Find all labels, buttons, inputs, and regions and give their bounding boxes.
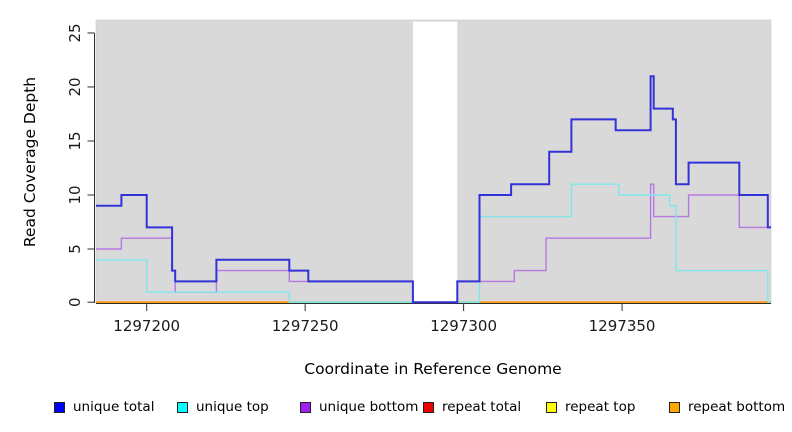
coverage-plot-canvas: 0 5 10 15 20 25 1297200 1297250 1297300 1297350 C… [21,19,772,378]
legend-label: unique total [73,399,155,415]
legend-swatch-repeat-top [546,401,557,413]
y-axis-title: Read Coverage Depth [21,77,39,247]
y-tick-label: 20 [66,77,84,96]
x-tick-label: 1297200 [113,317,180,335]
no-data-gap [412,21,458,303]
legend-swatch-repeat-bottom [669,401,680,413]
legend: unique total unique top unique bottom re… [54,399,785,415]
legend-swatch-unique-top [177,401,188,413]
legend-label: unique bottom [319,399,419,415]
x-axis-title: Coordinate in Reference Genome [304,360,561,378]
x-tick-label: 1297250 [272,317,339,335]
x-tick-label: 1297300 [430,317,497,335]
legend-swatch-unique-total [54,401,65,413]
y-tick-label: 25 [66,23,84,42]
legend-item-repeat-total: repeat total [423,399,546,415]
y-tick-label: 15 [66,131,84,150]
legend-label: repeat bottom [688,399,786,415]
legend-item-unique-bottom: unique bottom [300,399,423,415]
x-tick-label: 1297350 [589,317,656,335]
legend-label: repeat top [565,399,636,415]
legend-label: repeat total [442,399,522,415]
series-unique-top [96,183,771,303]
y-tick-label: 0 [66,297,84,307]
legend-label: unique top [196,399,269,415]
series-unique-total [96,75,771,304]
legend-swatch-unique-bottom [300,401,311,413]
legend-item-repeat-bottom: repeat bottom [669,399,785,415]
legend-swatch-repeat-total [423,401,434,413]
legend-item-repeat-top: repeat top [546,399,669,415]
y-tick-label: 10 [66,185,84,204]
plot-layers: 0 5 10 15 20 25 1297200 1297250 1297300 1297350 [66,19,772,335]
legend-item-unique-top: unique top [177,399,300,415]
y-tick-label: 5 [66,244,84,254]
legend-item-unique-total: unique total [54,399,177,415]
